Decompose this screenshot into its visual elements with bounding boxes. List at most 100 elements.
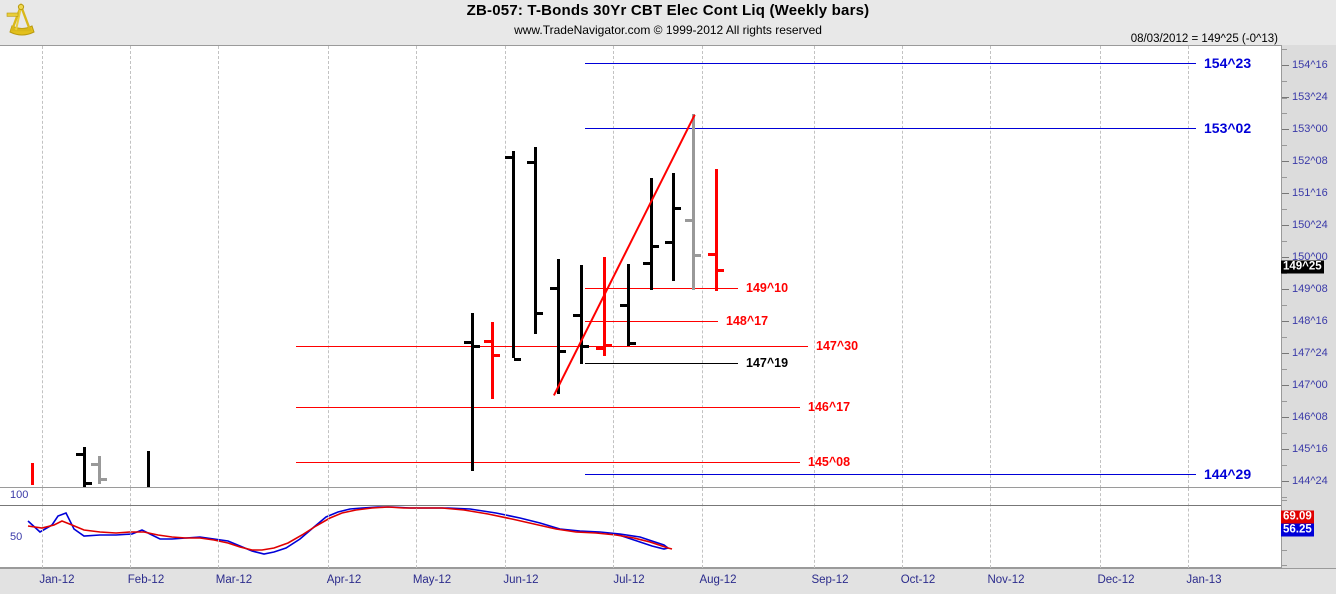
price-axis-minor-tick — [1282, 497, 1287, 498]
price-axis-tick-label: 154^16 — [1292, 59, 1328, 71]
quote-readout: 08/03/2012 = 149^25 (-0^13) — [1130, 33, 1278, 45]
stoch-series-line — [27, 506, 670, 555]
date-axis-tick-label: Jul-12 — [613, 574, 645, 586]
ohlc-bar-range — [534, 147, 537, 334]
price-axis-tick-mark — [1282, 321, 1289, 322]
date-axis-tick-label: Dec-12 — [1097, 574, 1135, 586]
stoch-axis-top-label: 100 — [10, 489, 29, 501]
ohlc-bar-close-tick — [717, 269, 724, 272]
price-axis-minor-tick — [1282, 305, 1287, 306]
ohlc-bar-close-tick — [473, 345, 480, 348]
date-axis-tick-label: Mar-12 — [215, 574, 253, 586]
ohlc-bar-open-tick — [484, 340, 491, 343]
stoch-gridline — [505, 488, 506, 568]
ohlc-bar-close-tick — [100, 478, 107, 481]
ohlc-bar-range — [147, 451, 150, 492]
ohlc-bar-close-tick — [605, 344, 612, 347]
price-axis-minor-tick — [1282, 273, 1287, 274]
price-axis-tick-label: 153^00 — [1292, 123, 1328, 135]
stoch-gridline — [814, 488, 815, 568]
stochastic-curves — [27, 506, 673, 555]
stoch-series-line — [27, 506, 673, 551]
ohlc-bar-open-tick — [665, 241, 672, 244]
price-level-line[interactable] — [585, 321, 718, 322]
ohlc-bar-open-tick — [505, 156, 512, 159]
date-axis-tick-label: Jan-13 — [1186, 574, 1222, 586]
current-price-tag: 149^25 — [1281, 260, 1324, 274]
price-axis-tick-label: 153^24 — [1292, 91, 1328, 103]
price-axis-tick-label: 146^08 — [1292, 411, 1328, 423]
date-axis-tick-label: May-12 — [412, 574, 452, 586]
price-axis-minor-tick — [1282, 209, 1287, 210]
stoch-gridline — [990, 488, 991, 568]
price-axis-tick-mark — [1282, 193, 1289, 194]
price-axis-tick-mark — [1282, 353, 1289, 354]
price-axis-minor-tick — [1282, 465, 1287, 466]
price-axis[interactable]: 154^16 153^24 153^00 152^08 151^16 150^24 150^… — [1281, 45, 1336, 581]
price-axis-minor-tick — [1282, 369, 1287, 370]
price-level-line[interactable] — [585, 288, 738, 289]
ohlc-bar-range — [650, 178, 653, 290]
price-gridline — [42, 46, 43, 488]
ohlc-bar-close-tick — [85, 482, 92, 485]
stoch-gridline — [218, 488, 219, 568]
price-gridline — [416, 46, 417, 488]
ohlc-bar-range — [580, 265, 583, 364]
price-axis-tick-mark — [1282, 161, 1289, 162]
ohlc-bar-range — [512, 151, 515, 358]
ohlc-bar-range — [31, 463, 34, 485]
price-axis-minor-tick — [1282, 241, 1287, 242]
price-axis-tick-mark — [1282, 97, 1289, 98]
price-level-line[interactable] — [585, 63, 1196, 64]
price-axis-tick-mark — [1282, 65, 1289, 66]
price-axis-minor-tick — [1282, 500, 1287, 501]
price-level-line[interactable] — [585, 363, 738, 364]
price-gridline — [505, 46, 506, 488]
price-gridline — [702, 46, 703, 488]
ohlc-bar-close-tick — [629, 342, 636, 345]
price-gridline — [130, 46, 131, 488]
price-axis-minor-tick — [1282, 433, 1287, 434]
ohlc-bar-open-tick — [527, 161, 534, 164]
price-axis-minor-tick — [1282, 401, 1287, 402]
ohlc-bar-range — [471, 313, 474, 471]
price-axis-minor-tick — [1282, 81, 1287, 82]
price-level-label: 145^08 — [808, 455, 851, 469]
ohlc-bar-open-tick — [708, 253, 715, 256]
price-chart-pane[interactable]: 154^23 153^02 149^10 148^17 147^30 147^19 146^… — [0, 45, 1281, 534]
ohlc-bar-range — [692, 114, 695, 290]
price-level-label: 147^19 — [746, 356, 789, 370]
price-axis-minor-tick — [1282, 113, 1287, 114]
chart-subtitle: www.TradeNavigator.com © 1999-2012 All r… — [514, 23, 822, 37]
price-level-line[interactable] — [585, 474, 1196, 475]
ohlc-bar-close-tick — [536, 312, 543, 315]
ohlc-bar-open-tick — [76, 453, 83, 456]
stoch-gridline — [130, 488, 131, 568]
price-axis-minor-tick — [1282, 337, 1287, 338]
ohlc-bar-range — [491, 322, 494, 399]
ohlc-bar-open-tick — [596, 347, 603, 350]
price-axis-minor-tick — [1282, 550, 1287, 551]
price-level-label: 144^29 — [1204, 466, 1252, 482]
ohlc-bar-range — [98, 456, 101, 484]
date-axis[interactable]: Jan-12 Feb-12 Mar-12 Apr-12 May-12 Jun-12 Jul-… — [0, 568, 1336, 594]
price-axis-tick-label: 150^00 — [1292, 251, 1328, 263]
price-level-label: 148^17 — [726, 314, 769, 328]
page-title: ZB-057: T-Bonds 30Yr CBT Elec Cont Liq (… — [466, 2, 870, 19]
price-axis-minor-tick — [1282, 98, 1287, 99]
price-axis-tick-mark — [1282, 449, 1289, 450]
price-level-line[interactable] — [585, 128, 1196, 129]
stoch-gridline — [1188, 488, 1189, 568]
price-level-line[interactable] — [296, 407, 800, 408]
price-axis-tick-label: 148^16 — [1292, 315, 1328, 327]
price-level-label: 146^17 — [808, 400, 851, 414]
stochastic-pane[interactable] — [0, 487, 1281, 568]
price-level-line[interactable] — [296, 346, 808, 347]
stoch-gridline — [902, 488, 903, 568]
date-axis-tick-label: Feb-12 — [127, 574, 165, 586]
price-level-line[interactable] — [296, 462, 800, 463]
ohlc-bar-range — [557, 259, 560, 394]
price-level-label: 147^30 — [816, 339, 859, 353]
price-axis-tick-label: 144^24 — [1292, 475, 1328, 487]
price-level-label: 154^23 — [1204, 55, 1252, 71]
